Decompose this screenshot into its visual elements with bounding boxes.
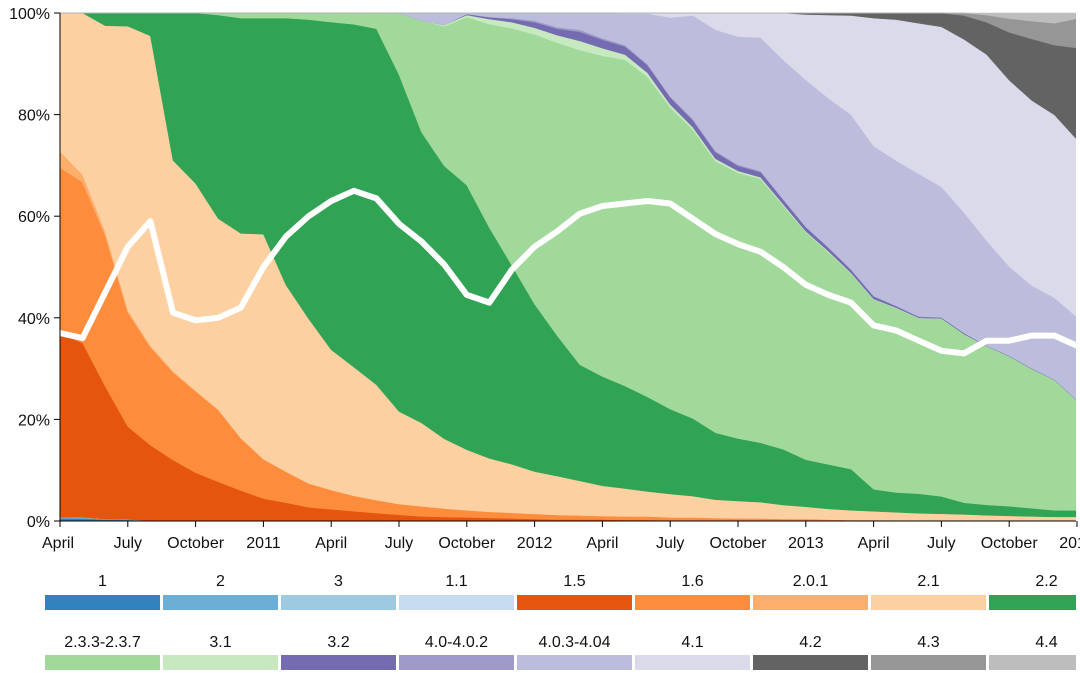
legend-label: 3.1 <box>209 634 231 651</box>
legend-label: 1.5 <box>563 573 585 590</box>
legend-item-4.2: 4.2 <box>753 634 868 670</box>
legend-swatch <box>989 655 1076 670</box>
legend-item-2.0.1: 2.0.1 <box>753 573 868 610</box>
legend-label: 4.1 <box>681 634 703 651</box>
legend-label: 4.0-4.0.2 <box>425 634 488 651</box>
x-tick-label: April <box>586 535 618 552</box>
legend-swatch <box>281 655 396 670</box>
legend-item-3.1: 3.1 <box>163 634 278 670</box>
legend-label: 4.0.3-4.04 <box>538 634 610 651</box>
legend-item-1: 1 <box>45 573 160 610</box>
legend-label: 2 <box>216 573 225 590</box>
legend-item-2.1: 2.1 <box>871 573 986 610</box>
legend-item-2.3.3-2.3.7: 2.3.3-2.3.7 <box>45 634 160 670</box>
legend-label: 3 <box>334 573 343 590</box>
legend-swatch <box>45 655 160 670</box>
legend-item-4.4: 4.4 <box>989 634 1076 670</box>
legend-swatch <box>281 595 396 610</box>
x-tick-label: July <box>656 535 684 552</box>
x-tick-label: April <box>42 535 74 552</box>
legend-swatch <box>989 595 1076 610</box>
y-tick-label: 0% <box>27 514 50 531</box>
overlay-line-layer <box>60 187 1076 357</box>
x-tick-label: April <box>858 535 890 552</box>
x-tick-label: October <box>710 535 768 552</box>
legend-swatch <box>753 595 868 610</box>
x-tick-label: July <box>114 535 142 552</box>
legend-label: 2.3.3-2.3.7 <box>64 634 141 651</box>
legend-label: 3.2 <box>327 634 349 651</box>
legend-swatch <box>45 595 160 610</box>
legend-label: 2.2 <box>1035 573 1057 590</box>
area-layers <box>60 12 1076 522</box>
y-tick-label: 20% <box>18 412 50 429</box>
legend-item-4.0-4.0.2: 4.0-4.0.2 <box>399 634 514 670</box>
legend-label: 1.1 <box>445 573 467 590</box>
legend-item-1.1: 1.1 <box>399 573 514 610</box>
legend-label: 2.0.1 <box>793 573 829 590</box>
legend-swatch <box>517 655 632 670</box>
legend-swatch <box>871 595 986 610</box>
y-tick-label: 60% <box>18 209 50 226</box>
legend-item-1.6: 1.6 <box>635 573 750 610</box>
x-tick-label: April <box>315 535 347 552</box>
overlay-line <box>60 187 1076 357</box>
legend-label: 1 <box>98 573 107 590</box>
y-tick-label: 100% <box>9 6 50 23</box>
legend-swatch <box>635 655 750 670</box>
legend-item-2: 2 <box>163 573 278 610</box>
y-tick-label: 80% <box>18 108 50 125</box>
legend-label: 4.4 <box>1035 634 1057 651</box>
legend-label: 1.6 <box>681 573 703 590</box>
legend: 1 2 3 1.1 1.5 1.6 2.0.1 2.1 2.2 2.3.3-2.3.7 3.1 3.2… <box>45 573 1076 670</box>
legend-item-3.2: 3.2 <box>281 634 396 670</box>
legend-swatch <box>399 595 514 610</box>
x-tick-label: October <box>438 535 496 552</box>
x-tick-label: 2014 <box>1059 535 1080 552</box>
legend-item-1.5: 1.5 <box>517 573 632 610</box>
legend-label: 2.1 <box>917 573 939 590</box>
legend-label: 4.2 <box>799 634 821 651</box>
legend-swatch <box>635 595 750 610</box>
legend-swatch <box>399 655 514 670</box>
legend-item-4.3: 4.3 <box>871 634 986 670</box>
legend-swatch <box>871 655 986 670</box>
x-tick-label: July <box>385 535 413 552</box>
x-tick-label: 2011 <box>246 535 281 552</box>
legend-swatch <box>163 595 278 610</box>
legend-swatch <box>753 655 868 670</box>
legend-item-3: 3 <box>281 573 396 610</box>
legend-swatch <box>517 595 632 610</box>
legend-item-2.2: 2.2 <box>989 573 1076 610</box>
x-tick-label: October <box>981 535 1039 552</box>
legend-swatch <box>163 655 278 670</box>
x-tick-label: 2012 <box>517 535 553 552</box>
x-tick-label: July <box>927 535 955 552</box>
legend-item-4.1: 4.1 <box>635 634 750 670</box>
legend-item-4.0.3-4.04: 4.0.3-4.04 <box>517 634 632 670</box>
legend-label: 4.3 <box>917 634 939 651</box>
x-tick-label: 2013 <box>788 535 824 552</box>
y-tick-label: 40% <box>18 311 50 328</box>
axes: 0% 20% 40% 60% 80% 100% April July October 2011 Ap… <box>9 6 1080 552</box>
area-series-4.4 <box>60 12 1076 24</box>
x-tick-label: October <box>167 535 225 552</box>
